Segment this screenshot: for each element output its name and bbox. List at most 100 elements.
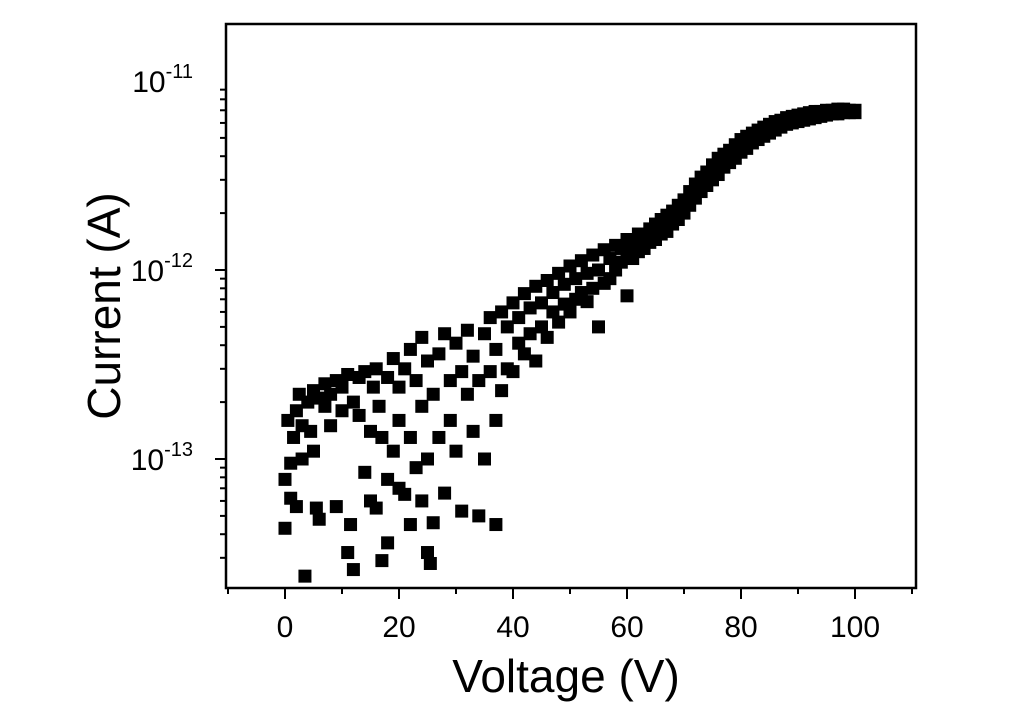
data-point	[324, 387, 338, 401]
data-point	[466, 349, 480, 363]
data-point	[372, 399, 386, 413]
data-point	[409, 461, 423, 475]
data-point	[318, 399, 332, 413]
data-point	[438, 486, 452, 500]
data-point	[546, 286, 560, 300]
data-point	[426, 387, 440, 401]
data-point	[298, 569, 312, 583]
data-point	[381, 536, 395, 550]
data-point	[529, 354, 543, 368]
data-point	[500, 320, 514, 334]
data-point	[364, 424, 377, 438]
data-point	[443, 374, 457, 388]
data-point	[375, 430, 389, 444]
data-point	[392, 413, 406, 427]
data-point	[423, 556, 437, 570]
data-point	[324, 419, 338, 433]
data-point	[483, 311, 497, 325]
data-point	[278, 472, 292, 486]
data-point	[506, 365, 520, 379]
y-tick-exponent: -12	[164, 250, 193, 272]
data-point	[523, 327, 537, 341]
data-point	[552, 266, 566, 280]
x-tick-label: 0	[277, 611, 294, 644]
data-point	[284, 456, 298, 470]
data-point	[352, 408, 366, 422]
data-point	[415, 399, 429, 413]
data-point	[369, 362, 383, 376]
data-point	[478, 327, 491, 341]
data-point	[540, 273, 554, 287]
data-point	[478, 452, 491, 466]
y-tick-base: 10	[132, 66, 165, 99]
data-point	[489, 518, 503, 532]
data-point	[335, 404, 349, 418]
data-point	[517, 287, 531, 301]
data-point	[381, 472, 395, 486]
data-point	[489, 342, 503, 356]
data-point	[386, 352, 400, 366]
data-point	[592, 263, 605, 277]
data-point	[517, 347, 531, 361]
data-point	[341, 367, 355, 381]
data-point	[563, 305, 577, 319]
data-point	[421, 546, 434, 560]
data-point	[455, 504, 469, 518]
data-point	[301, 395, 315, 409]
data-point	[289, 500, 303, 514]
data-point	[341, 546, 355, 560]
data-point	[592, 320, 605, 334]
data-point	[432, 430, 446, 444]
data-point	[329, 500, 343, 514]
data-point	[540, 330, 554, 344]
x-tick-label: 40	[496, 611, 529, 644]
x-axis-ticks: 0 20 40 60 80 100	[227, 588, 913, 644]
data-point	[398, 487, 412, 501]
data-point	[346, 563, 360, 577]
data-point	[312, 512, 326, 526]
data-point	[426, 516, 440, 530]
data-point	[403, 518, 417, 532]
data-point	[460, 387, 474, 401]
data-point	[278, 521, 292, 535]
y-tick-label: 10-11	[132, 61, 193, 99]
data-point	[438, 327, 452, 341]
y-tick-base: 10	[131, 255, 164, 288]
data-point	[535, 296, 548, 310]
data-points	[278, 102, 862, 583]
data-point	[289, 404, 303, 418]
y-axis-title: Current (A)	[78, 192, 130, 419]
data-point	[386, 444, 400, 458]
data-point	[620, 289, 634, 303]
x-tick-label: 80	[724, 611, 757, 644]
data-point	[369, 501, 383, 515]
data-point	[460, 323, 474, 337]
data-point	[586, 248, 600, 262]
data-point	[580, 295, 594, 309]
data-point	[366, 380, 380, 394]
data-point	[495, 305, 509, 319]
y-tick-base: 10	[131, 444, 164, 477]
data-point	[409, 374, 423, 388]
data-point	[375, 554, 389, 568]
data-point	[443, 413, 457, 427]
data-point	[569, 272, 583, 286]
data-point	[472, 374, 486, 388]
x-tick-label: 20	[382, 611, 415, 644]
y-tick-label: 10-12	[131, 250, 193, 288]
data-point	[472, 509, 486, 523]
data-point	[335, 380, 349, 394]
data-point	[358, 465, 372, 479]
data-point	[344, 518, 358, 532]
data-point	[848, 103, 862, 117]
data-point	[403, 430, 417, 444]
data-point	[307, 444, 320, 458]
data-point	[403, 342, 417, 356]
x-tick-label: 60	[610, 611, 643, 644]
data-point	[358, 365, 372, 379]
data-point	[586, 281, 600, 295]
data-point	[546, 305, 560, 319]
data-point	[495, 384, 509, 398]
